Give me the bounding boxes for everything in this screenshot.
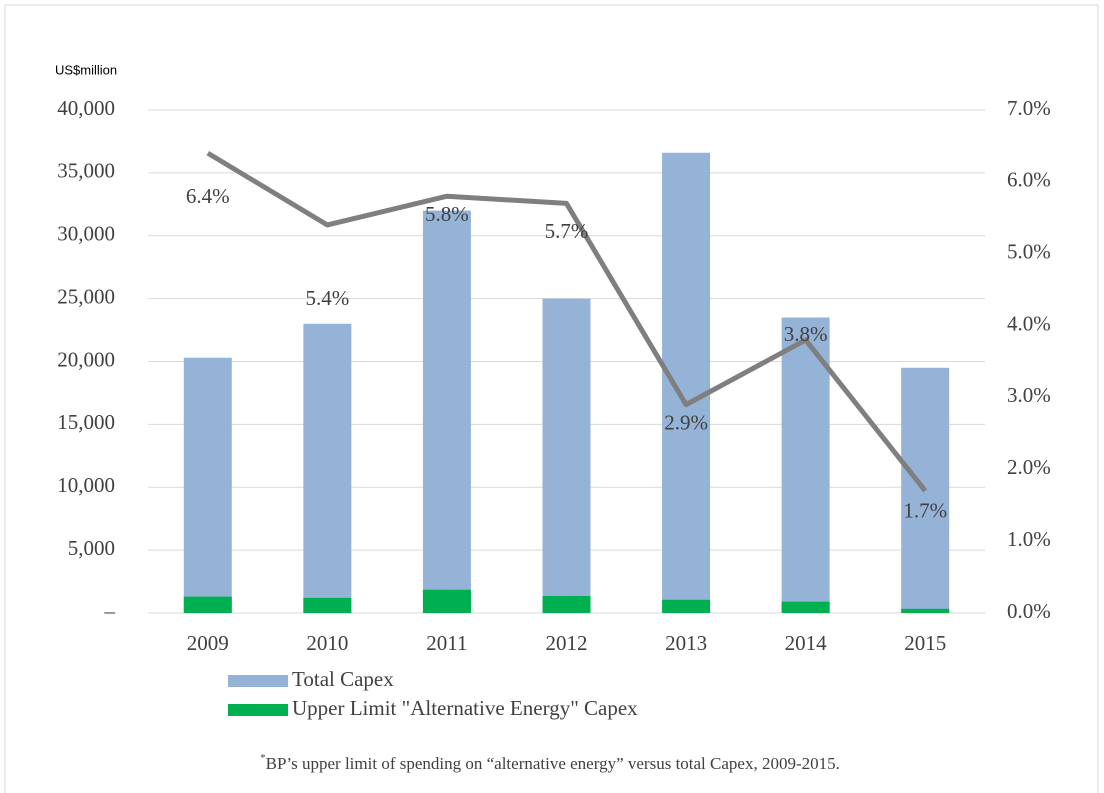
legend-swatch [228, 675, 288, 687]
bar [183, 596, 232, 613]
y2-tick-label: 3.0% [1007, 383, 1051, 407]
bar [183, 357, 232, 613]
legend-label: Total Capex [292, 667, 394, 691]
y-tick-label: 15,000 [57, 410, 115, 434]
data-label: 2.9% [664, 410, 708, 434]
data-label: 3.8% [784, 322, 828, 346]
bar [422, 210, 471, 613]
y-tick-label: 40,000 [57, 96, 115, 120]
bar [781, 317, 830, 613]
footnote-text: BP’s upper limit of spending on “alterna… [266, 754, 840, 773]
y-tick-label: 20,000 [57, 347, 115, 371]
y-axis-label: US$million [55, 62, 117, 77]
legend-swatch [228, 704, 288, 716]
data-label: 6.4% [186, 184, 230, 208]
y2-tick-label: 0.0% [1007, 599, 1051, 623]
bar [303, 323, 352, 613]
y2-tick-label: 7.0% [1007, 96, 1051, 120]
bar [542, 298, 591, 613]
footnote-mark: * [260, 752, 266, 764]
y-tick-label: – [104, 599, 116, 623]
x-tick-label: 2010 [306, 631, 348, 655]
bar [303, 597, 352, 613]
data-label: 5.8% [425, 202, 469, 226]
data-label: 5.7% [545, 219, 589, 243]
bar [662, 152, 711, 613]
data-label: 5.4% [305, 286, 349, 310]
chart-border [4, 4, 1099, 793]
bar [422, 589, 471, 613]
y2-tick-label: 5.0% [1007, 240, 1051, 264]
bar [542, 596, 591, 613]
y-tick-label: 10,000 [57, 473, 115, 497]
x-tick-label: 2009 [187, 631, 229, 655]
bar [901, 608, 950, 613]
y-tick-label: 30,000 [57, 222, 115, 246]
x-tick-label: 2014 [785, 631, 828, 655]
line [206, 150, 928, 493]
x-tick-label: 2013 [665, 631, 707, 655]
y2-tick-label: 6.0% [1007, 168, 1051, 192]
x-tick-label: 2012 [546, 631, 588, 655]
footnote: *BP’s upper limit of spending on “altern… [260, 752, 840, 773]
data-label: 1.7% [903, 499, 947, 523]
y-tick-label: 5,000 [68, 536, 115, 560]
bar [781, 601, 830, 613]
x-tick-label: 2015 [904, 631, 946, 655]
y2-tick-label: 2.0% [1007, 455, 1051, 479]
bar [662, 599, 711, 613]
y-tick-label: 35,000 [57, 159, 115, 183]
y2-tick-label: 1.0% [1007, 527, 1051, 551]
y2-tick-label: 4.0% [1007, 311, 1051, 335]
legend-label: Upper Limit "Alternative Energy" Capex [292, 696, 638, 720]
x-tick-label: 2011 [426, 631, 467, 655]
y-tick-label: 25,000 [57, 284, 115, 308]
